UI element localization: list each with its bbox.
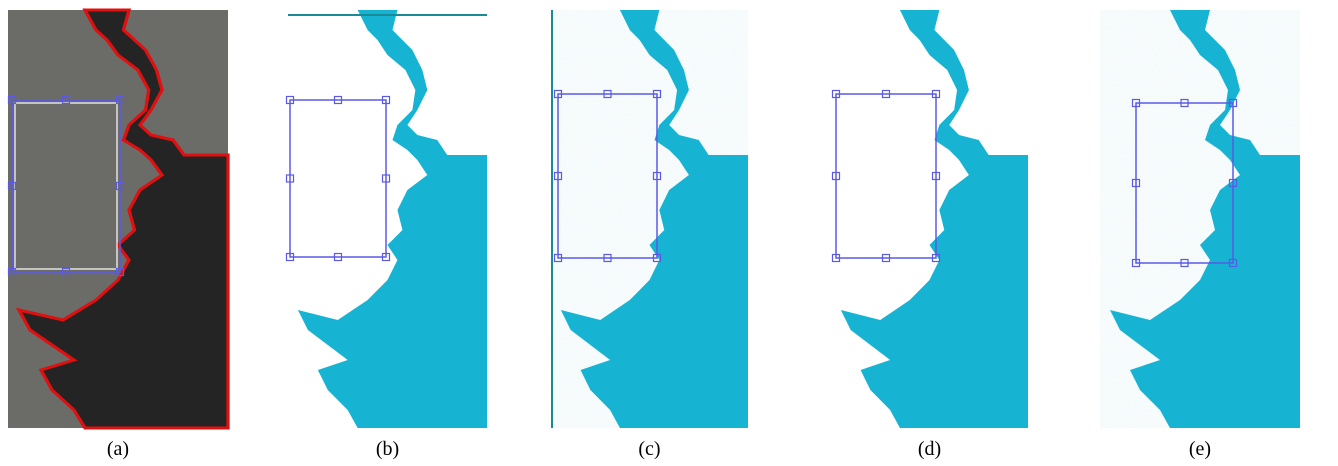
panel: (c)	[551, 10, 748, 460]
panel: (a)	[8, 10, 228, 460]
page: (a)(b)(c)(d)(e) (() => { const data = JS…	[0, 0, 1338, 466]
caption: (b)	[376, 438, 399, 460]
caption: (d)	[918, 438, 941, 460]
panel: (b)	[287, 10, 488, 460]
panel: (d)	[831, 10, 1028, 460]
caption: (e)	[1189, 438, 1211, 460]
caption: (a)	[107, 438, 129, 460]
figure: (a) (b) (c) (d) (e)	[0, 0, 1338, 466]
caption: (c)	[638, 438, 660, 460]
panel: (e)	[1100, 10, 1300, 460]
